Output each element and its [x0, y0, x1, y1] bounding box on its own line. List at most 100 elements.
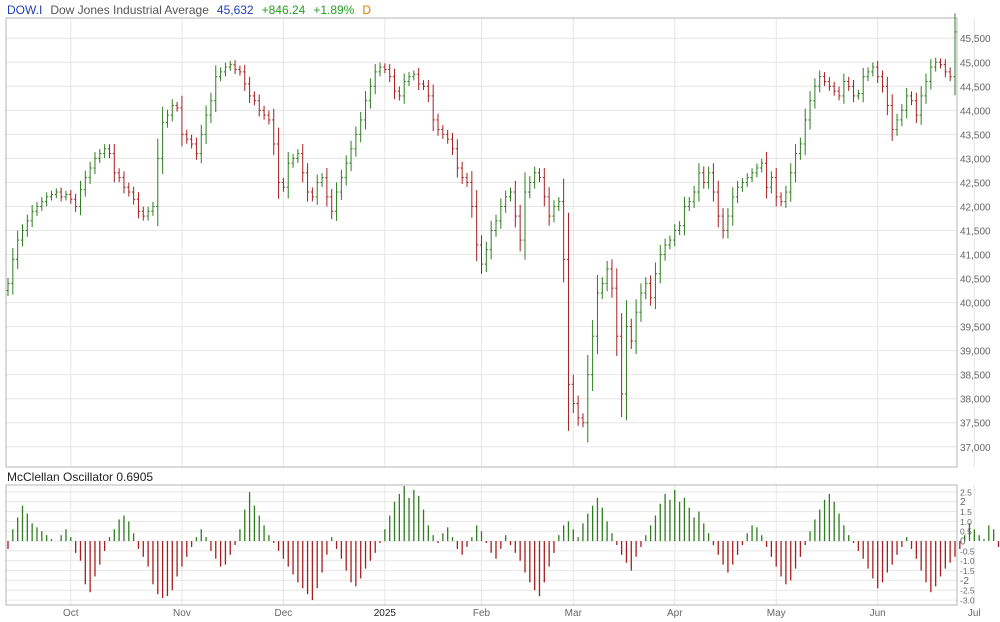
price-y-tick-label: 37,500 — [960, 419, 991, 430]
price-y-tick-label: 39,500 — [960, 323, 991, 334]
price-bar — [663, 238, 667, 261]
price-bar — [557, 197, 561, 212]
price-bar — [513, 180, 517, 228]
price-bar — [591, 319, 595, 392]
price-bar — [547, 187, 551, 226]
price-bar — [6, 277, 10, 296]
price-bar — [412, 70, 416, 81]
price-bar — [798, 137, 802, 160]
price-bar — [784, 185, 788, 208]
price-bar — [54, 188, 58, 199]
price-bar — [943, 59, 947, 78]
price-y-tick-label: 40,000 — [960, 299, 991, 310]
price-bar — [576, 395, 580, 426]
price-bar — [88, 161, 92, 184]
price-y-tick-label: 38,000 — [960, 395, 991, 406]
price-bar — [397, 86, 401, 101]
price-bar — [199, 124, 203, 164]
price-gridlines — [6, 18, 975, 467]
price-bar — [668, 235, 672, 250]
price-bar — [499, 198, 503, 229]
price-bar — [20, 224, 25, 247]
price-bar — [363, 91, 368, 130]
price-bar — [745, 173, 749, 187]
price-y-tick-label: 38,500 — [960, 371, 991, 382]
price-bar — [924, 73, 928, 104]
price-bar — [740, 177, 745, 192]
price-bar — [653, 262, 658, 310]
price-bar — [392, 68, 397, 100]
price-bar — [760, 158, 764, 173]
oscillator-y-tick-label: 1.5 — [960, 507, 972, 517]
price-bar — [141, 206, 145, 221]
price-bar — [83, 170, 87, 197]
price-bar — [146, 206, 150, 221]
price-bar — [78, 180, 83, 216]
price-bar — [764, 151, 769, 199]
symbol-label[interactable]: DOW.I — [7, 3, 43, 17]
price-bar — [310, 187, 314, 202]
price-y-tick-label: 42,000 — [960, 202, 991, 213]
price-y-tick-label: 39,000 — [960, 347, 991, 358]
x-tick-label: Mar — [565, 608, 583, 619]
price-bar — [885, 76, 889, 116]
price-y-tick-label: 45,500 — [960, 34, 991, 45]
price-bar — [890, 94, 894, 141]
price-bar — [103, 144, 107, 159]
price-bar — [373, 63, 377, 95]
price-bar — [953, 13, 957, 96]
price-bar — [475, 190, 479, 262]
price-bar — [649, 275, 653, 306]
price-bar — [291, 153, 295, 168]
frequency-label[interactable]: D — [362, 3, 372, 17]
price-bar — [185, 129, 189, 144]
price-bar — [914, 92, 918, 124]
price-bar — [566, 212, 571, 431]
price-y-tick-label: 42,500 — [960, 178, 991, 189]
price-bar — [610, 259, 614, 298]
price-bar — [320, 173, 324, 187]
price-bar — [803, 108, 807, 156]
price-bar — [484, 241, 488, 273]
price-bar — [349, 140, 353, 172]
price-bar — [639, 283, 643, 322]
price-bar — [822, 72, 827, 87]
price-bar — [779, 192, 783, 207]
price-y-tick-label: 44,500 — [960, 82, 991, 93]
price-bar — [677, 221, 682, 236]
price-bar — [194, 137, 199, 160]
price-bar — [818, 70, 822, 93]
oscillator-y-axis: -3.0-2.5-2-1.5-1.0-0.500.51.01.522.5 — [960, 487, 975, 605]
price-bar — [808, 91, 812, 130]
price-bar — [697, 163, 701, 202]
price-y-tick-label: 45,000 — [960, 58, 991, 69]
x-tick-label: Nov — [173, 608, 191, 619]
price-ohlc-series — [6, 13, 957, 443]
oscillator-y-tick-label: -0.5 — [960, 546, 975, 556]
price-bar — [359, 112, 363, 143]
price-panel-frame — [5, 17, 958, 468]
price-bar — [595, 274, 600, 355]
oscillator-y-tick-label: 2.5 — [960, 487, 972, 497]
price-bar — [209, 92, 213, 124]
price-bar — [344, 155, 348, 186]
price-bar — [190, 134, 194, 149]
price-bar — [204, 105, 208, 144]
price-bar — [673, 224, 677, 247]
price-bar — [296, 149, 300, 163]
price-bar — [218, 67, 223, 82]
price-bar — [909, 91, 914, 106]
price-bar — [339, 169, 343, 200]
price-bar — [644, 277, 648, 300]
price-bar — [315, 174, 319, 205]
price-bar — [880, 70, 885, 93]
price-bar — [436, 113, 440, 136]
price-bar — [533, 166, 537, 189]
oscillator-title: McClellan Oscillator 0.6905 — [7, 470, 154, 484]
price-bar — [706, 166, 711, 189]
price-bar — [837, 86, 841, 101]
price-bar — [446, 129, 450, 144]
price-bar — [682, 196, 687, 236]
price-bar — [69, 189, 73, 204]
